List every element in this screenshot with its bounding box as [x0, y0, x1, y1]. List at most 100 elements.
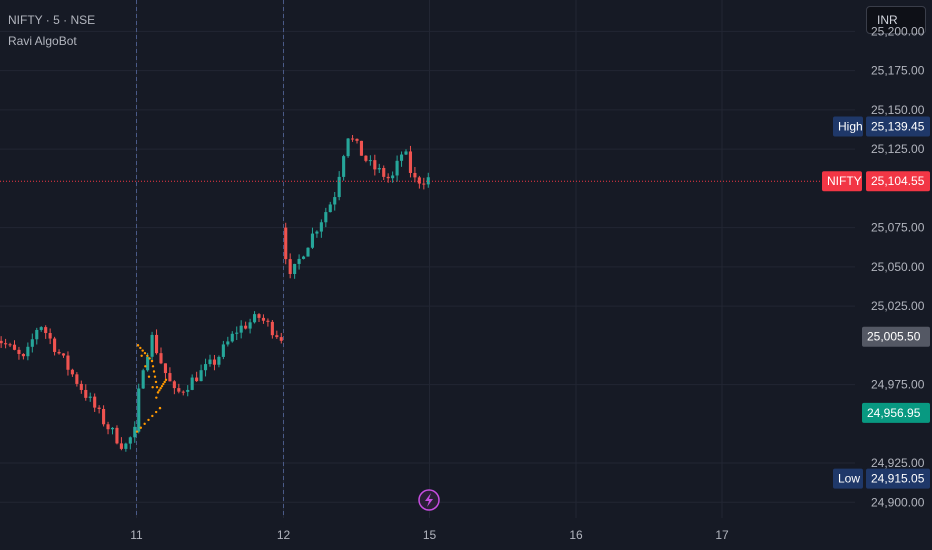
y-tick-label: 25,075.00 [871, 221, 925, 235]
indicator-dot [141, 349, 144, 352]
candle [373, 160, 377, 170]
x-tick-label: 15 [423, 528, 437, 542]
candle [110, 427, 115, 430]
high-price-tag-text: 25,139.45 [871, 119, 925, 133]
indicator-dot [158, 406, 162, 410]
candle [212, 359, 217, 365]
candles [0, 135, 430, 452]
indicator-dot [148, 357, 151, 360]
candle [61, 353, 66, 356]
last-price-tag-text: 25,104.55 [871, 174, 925, 188]
candle [8, 344, 12, 346]
candle [35, 329, 39, 340]
indicator-dot [136, 344, 140, 347]
separator: · [45, 13, 50, 27]
symbol-name: NIFTY [8, 13, 43, 27]
candle [284, 227, 288, 260]
candle [17, 349, 21, 354]
indicator-dot [155, 396, 158, 399]
candle [377, 168, 381, 170]
indicator-dot [163, 380, 166, 384]
candle [230, 333, 234, 342]
y-tick-label: 25,025.00 [871, 299, 925, 313]
lightning-icon[interactable] [418, 489, 440, 511]
last-price-tag-box [866, 171, 930, 192]
indicator-dot [151, 385, 154, 389]
interval: 5 [53, 13, 60, 27]
candle [244, 325, 248, 329]
candle [319, 222, 323, 232]
candle [413, 172, 417, 178]
x-tick-label: 17 [715, 528, 729, 542]
candle [146, 356, 150, 371]
candle [288, 259, 292, 274]
candle [137, 388, 141, 432]
y-tick-label: 24,900.00 [871, 495, 925, 509]
y-tick-label: 25,050.00 [871, 260, 925, 274]
candle [404, 151, 408, 155]
candle [364, 155, 368, 161]
candle [279, 337, 283, 341]
candle [346, 138, 350, 157]
indicator-legend[interactable]: Ravi AlgoBot [8, 34, 77, 48]
indicator-dot [139, 346, 142, 350]
candle [141, 370, 145, 389]
indicator-dot [143, 422, 146, 426]
candle [57, 351, 61, 354]
candle [226, 341, 230, 345]
candle [426, 177, 430, 185]
candle [154, 334, 159, 354]
currency-button[interactable]: INR [866, 6, 926, 34]
candle [399, 154, 404, 161]
candle [217, 356, 221, 365]
indicator-dot [150, 359, 154, 363]
candle [102, 408, 106, 425]
price-tags: High 25,139.45 NIFTY 25,104.55 25,005.50 24,9… [0, 116, 930, 489]
candle [221, 344, 225, 357]
candle [408, 151, 413, 173]
high-label-text: High [838, 119, 863, 133]
candle [310, 233, 315, 248]
candle [270, 321, 274, 336]
indicator-dot [156, 391, 160, 394]
indicator-dot [143, 351, 147, 355]
level-price-tag-text: 25,005.50 [867, 330, 921, 344]
low-price-tag-text: 24,915.05 [871, 472, 925, 486]
price-axis[interactable]: 25,200.00 25,175.00 25,150.00 25,125.00 25,0… [871, 24, 925, 509]
symbol-title[interactable]: NIFTY · 5 · NSE [8, 13, 95, 27]
candle [84, 389, 88, 398]
grid [0, 0, 855, 518]
candle [342, 156, 346, 177]
candle [124, 443, 128, 449]
candle [195, 377, 199, 382]
session-separators [136, 0, 284, 518]
candle [177, 388, 181, 392]
y-tick-label: 25,200.00 [871, 24, 925, 38]
indicator-dot [151, 414, 154, 418]
lightning-glyph [425, 493, 433, 507]
exchange: NSE [70, 13, 96, 27]
y-tick-label: 24,925.00 [871, 456, 925, 470]
level-price-tag-box [862, 326, 930, 347]
candle [422, 183, 426, 185]
candle [26, 346, 30, 357]
indicator-dot [135, 430, 139, 433]
candle [386, 176, 390, 179]
y-tick-label: 25,175.00 [871, 64, 925, 78]
candle [333, 197, 337, 205]
x-tick-label: 11 [130, 528, 143, 542]
candle [150, 334, 154, 357]
candle [53, 338, 57, 352]
candle [208, 359, 212, 365]
candle [186, 389, 190, 392]
indicator-dot [140, 354, 143, 357]
time-axis[interactable]: 11 12 15 16 17 [130, 528, 729, 542]
candle [301, 256, 306, 259]
candle [106, 424, 110, 430]
candle [324, 212, 328, 223]
candle [391, 175, 395, 179]
candle [66, 355, 70, 370]
indicator-dot [154, 410, 158, 414]
candle [328, 204, 332, 213]
